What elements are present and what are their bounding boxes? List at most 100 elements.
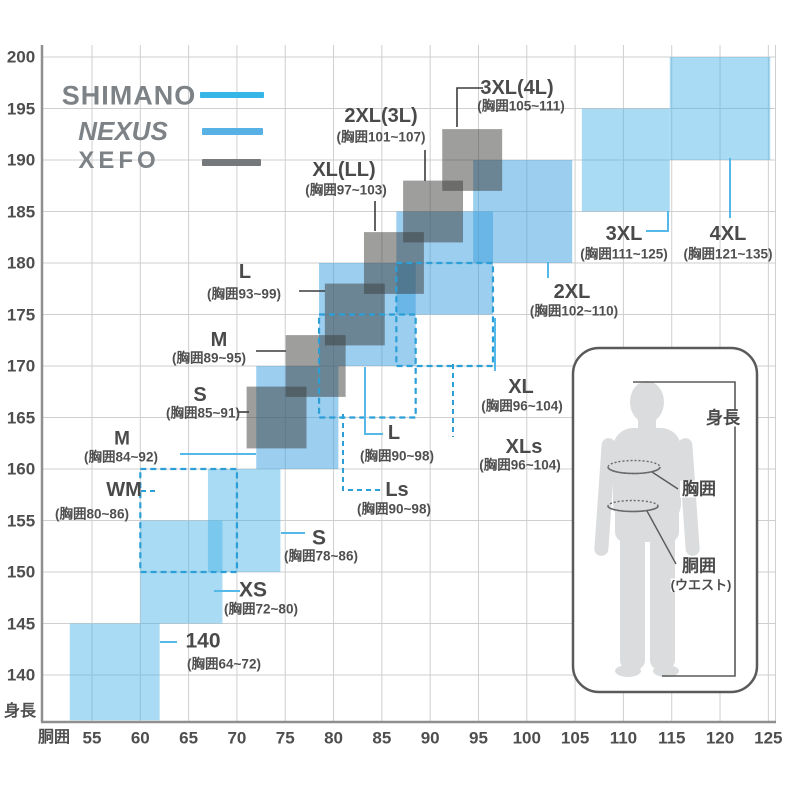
size-chest-range-shimano-XS: (胸囲72~80): [224, 601, 298, 617]
x-tick-80: 80: [324, 728, 344, 748]
size-box-xefo-XL(LL): [363, 232, 424, 294]
x-axis-title: 胴囲: [37, 729, 71, 746]
silhouette-left-leg: [620, 528, 645, 670]
size-chest-range-shimano-3XL: (胸囲111~125): [580, 246, 668, 262]
legend-swatch-nexus: [202, 128, 263, 135]
leader-Ls: [342, 414, 380, 491]
waist-leader: [646, 510, 677, 565]
size-box-xefo-2XL(3L): [403, 180, 464, 243]
legend-swatch-shimano: [200, 92, 264, 98]
x-tick-55: 55: [82, 728, 102, 748]
legend-label-nexus: NEXUS: [78, 116, 168, 146]
x-tick-115: 115: [658, 728, 686, 748]
size-chest-range-xefo-S: (胸囲85~91): [166, 405, 240, 421]
size-chest-range-nexus-XL: (胸囲96~104): [481, 398, 563, 414]
size-box-xefo-S: [246, 386, 307, 449]
size-chest-range-xefo-2XL(3L): (胸囲101~107): [336, 129, 426, 145]
size-title-nexus-Ls: Ls: [385, 479, 409, 501]
waist-girth-arc: [607, 505, 659, 513]
legend-label-shimano: SHIMANO: [61, 80, 197, 111]
y-tick-170: 170: [6, 356, 36, 376]
size-chest-range-xefo-M: (胸囲89~95): [172, 350, 246, 366]
size-title-shimano-XS: XS: [238, 578, 268, 602]
y-tick-140: 140: [6, 665, 36, 685]
size-box-shimano-3XL: [581, 108, 670, 212]
y-tick-195: 195: [6, 99, 36, 118]
silhouette-left-foot: [615, 665, 641, 677]
size-box-xefo-3XL(4L): [442, 129, 503, 191]
y-tick-160: 160: [6, 459, 36, 479]
size-title-shimano-4XL: 4XL: [709, 223, 747, 245]
size-title-shimano-140: 140: [185, 629, 221, 653]
silhouette-head: [630, 381, 664, 423]
y-tick-190: 190: [6, 150, 36, 170]
x-tick-60: 60: [130, 728, 150, 748]
silhouette-right-leg: [650, 528, 675, 670]
size-box-shimano-140: [69, 623, 160, 721]
size-title-nexus-XL: XL: [508, 376, 534, 398]
x-tick-125: 125: [754, 728, 783, 748]
x-tick-105: 105: [560, 728, 590, 748]
size-box-shimano-4XL: [669, 57, 771, 160]
size-chest-range-nexus-XLs: (胸囲96~104): [479, 457, 561, 473]
x-tick-95: 95: [469, 728, 488, 748]
x-tick-100: 100: [512, 728, 541, 748]
y-tick-175: 175: [6, 305, 36, 324]
y-tick-200: 200: [6, 47, 36, 67]
y-axis-title: 身長: [3, 703, 37, 720]
size-chest-range-nexus-L: (胸囲90~98): [360, 448, 434, 464]
size-chest-range-shimano-4XL: (胸囲121~135): [683, 246, 773, 262]
size-title-xefo-3XL(4L): 3XL(4L): [480, 77, 554, 99]
y-tick-150: 150: [6, 562, 36, 582]
legend-label-xefo: XEFO: [78, 147, 160, 174]
y-tick-155: 155: [6, 511, 36, 530]
size-title-xefo-L: L: [238, 261, 252, 283]
size-chest-range-shimano-S: (胸囲78~86): [284, 548, 358, 564]
size-box-nexus-2XL: [473, 160, 573, 263]
size-title-nexus-M: M: [114, 428, 130, 450]
size-box-shimano-S: [207, 469, 281, 572]
x-tick-90: 90: [420, 728, 440, 748]
size-chest-range-nexus-M: (胸囲84~92): [84, 449, 158, 465]
diagram-waist-label: 胴囲: [680, 556, 718, 576]
x-tick-110: 110: [609, 728, 638, 748]
size-chest-range-xefo-XL(LL): (胸囲97~103): [305, 182, 387, 198]
y-tick-185: 185: [6, 202, 36, 221]
x-tick-65: 65: [179, 728, 199, 748]
diagram-height-label: 身長: [704, 408, 742, 428]
size-title-shimano-3XL: 3XL: [605, 223, 643, 245]
silhouette-left-arm: [594, 438, 616, 556]
leader-3XL: [646, 211, 669, 232]
size-title-nexus-XLs: XLs: [505, 436, 543, 458]
chest-girth-arc: [607, 466, 661, 475]
diagram-chest-label: 胸囲: [680, 479, 718, 499]
x-tick-85: 85: [372, 728, 392, 748]
size-chest-range-nexus-WM: (胸囲80~86): [55, 506, 129, 522]
size-chest-range-shimano-140: (胸囲64~72): [187, 656, 261, 672]
leader-L: [364, 367, 383, 435]
y-tick-180: 180: [6, 253, 36, 273]
y-tick-145: 145: [6, 614, 36, 633]
size-title-shimano-S: S: [311, 526, 327, 550]
size-title-nexus-2XL: 2XL: [553, 281, 591, 303]
x-tick-70: 70: [227, 728, 247, 748]
height-bracket: [633, 381, 736, 677]
legend-swatch-xefo: [202, 159, 261, 166]
size-title-xefo-2XL(3L): 2XL(3L): [344, 105, 418, 127]
size-chest-range-xefo-3XL(4L): (胸囲105~111): [477, 98, 565, 114]
chest-leader: [651, 471, 679, 490]
y-tick-165: 165: [6, 408, 36, 427]
silhouette-right-foot: [653, 665, 679, 677]
size-title-nexus-WM: WM: [106, 479, 142, 501]
leader-3XL(4L): [456, 87, 483, 127]
size-title-xefo-M: M: [210, 329, 228, 351]
diagram-waist-sub-label: (ウエスト): [670, 577, 732, 593]
size-box-xefo-M: [285, 335, 346, 397]
size-chest-range-xefo-L: (胸囲93~99): [207, 286, 281, 302]
x-tick-75: 75: [275, 728, 295, 748]
size-chest-range-nexus-2XL: (胸囲102~110): [529, 303, 619, 319]
size-chest-range-nexus-Ls: (胸囲90~98): [357, 501, 431, 517]
size-title-xefo-S: S: [193, 384, 207, 406]
